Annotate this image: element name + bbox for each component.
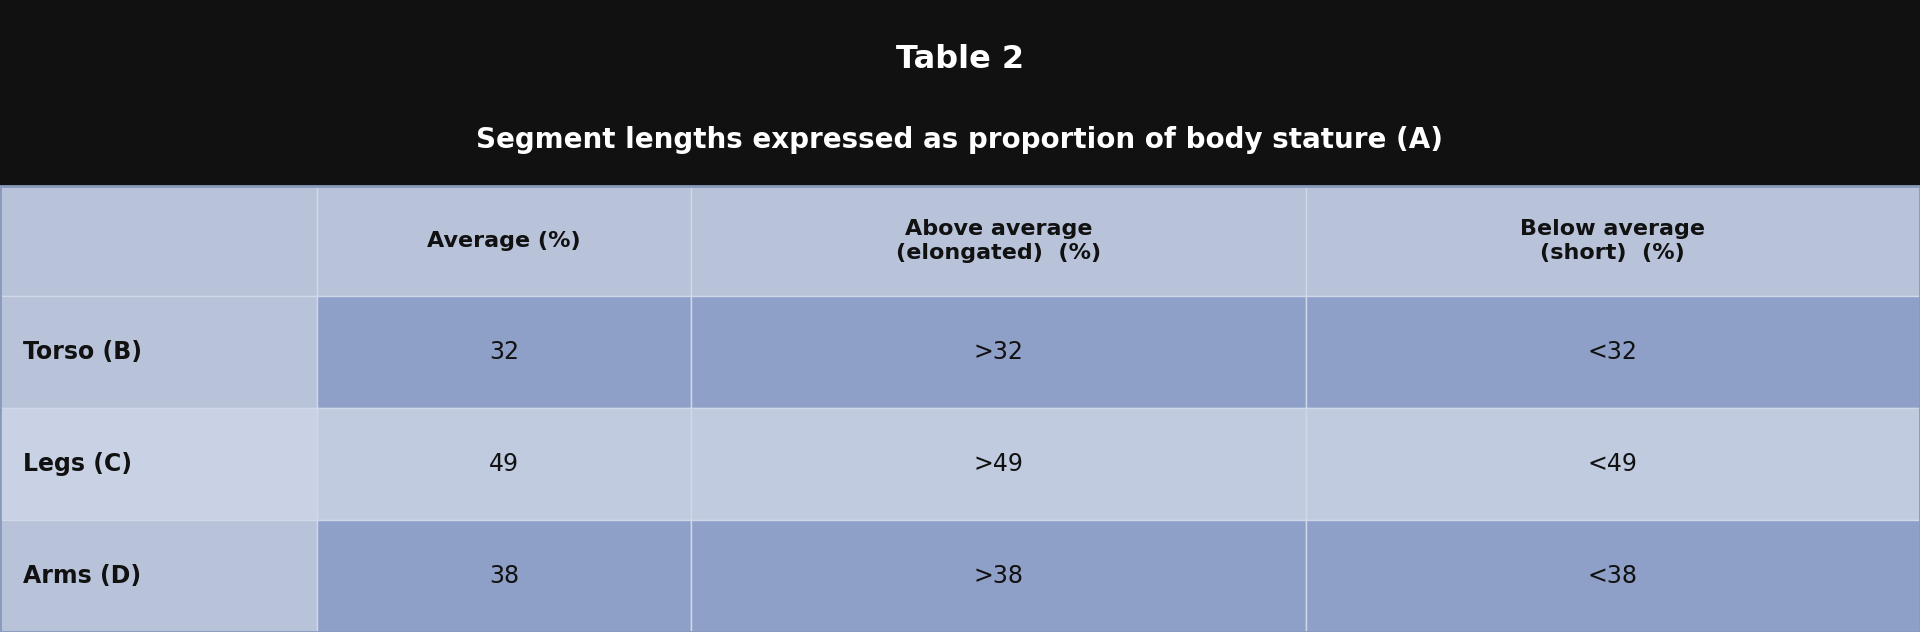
Bar	[691, 296, 1306, 408]
Bar	[1306, 408, 1920, 520]
Text: Below average
(short)  (%): Below average (short) (%)	[1521, 219, 1705, 263]
Text: 49: 49	[490, 452, 518, 476]
Text: 38: 38	[490, 564, 518, 588]
Bar	[0, 408, 317, 520]
Bar	[0, 296, 317, 408]
Text: <49: <49	[1588, 452, 1638, 476]
Text: Above average
(elongated)  (%): Above average (elongated) (%)	[897, 219, 1100, 263]
Bar	[1306, 296, 1920, 408]
Bar	[691, 186, 1306, 296]
Text: >49: >49	[973, 452, 1023, 476]
Text: Torso (B): Torso (B)	[23, 339, 142, 363]
Bar	[691, 408, 1306, 520]
Text: Legs (C): Legs (C)	[23, 452, 132, 476]
Bar	[1306, 186, 1920, 296]
Text: Segment lengths expressed as proportion of body stature (A): Segment lengths expressed as proportion …	[476, 126, 1444, 154]
Bar	[691, 520, 1306, 632]
Bar	[0, 520, 317, 632]
Text: Arms (D): Arms (D)	[23, 564, 142, 588]
Text: <38: <38	[1588, 564, 1638, 588]
Text: >32: >32	[973, 339, 1023, 363]
Text: <32: <32	[1588, 339, 1638, 363]
Bar	[317, 296, 691, 408]
Text: 32: 32	[490, 339, 518, 363]
Bar	[0, 186, 1920, 632]
Bar	[1306, 520, 1920, 632]
Bar	[317, 520, 691, 632]
Text: >38: >38	[973, 564, 1023, 588]
Bar	[0, 186, 317, 296]
Bar	[317, 408, 691, 520]
Text: Average (%): Average (%)	[426, 231, 582, 251]
Bar	[317, 186, 691, 296]
Text: Table 2: Table 2	[897, 44, 1023, 75]
